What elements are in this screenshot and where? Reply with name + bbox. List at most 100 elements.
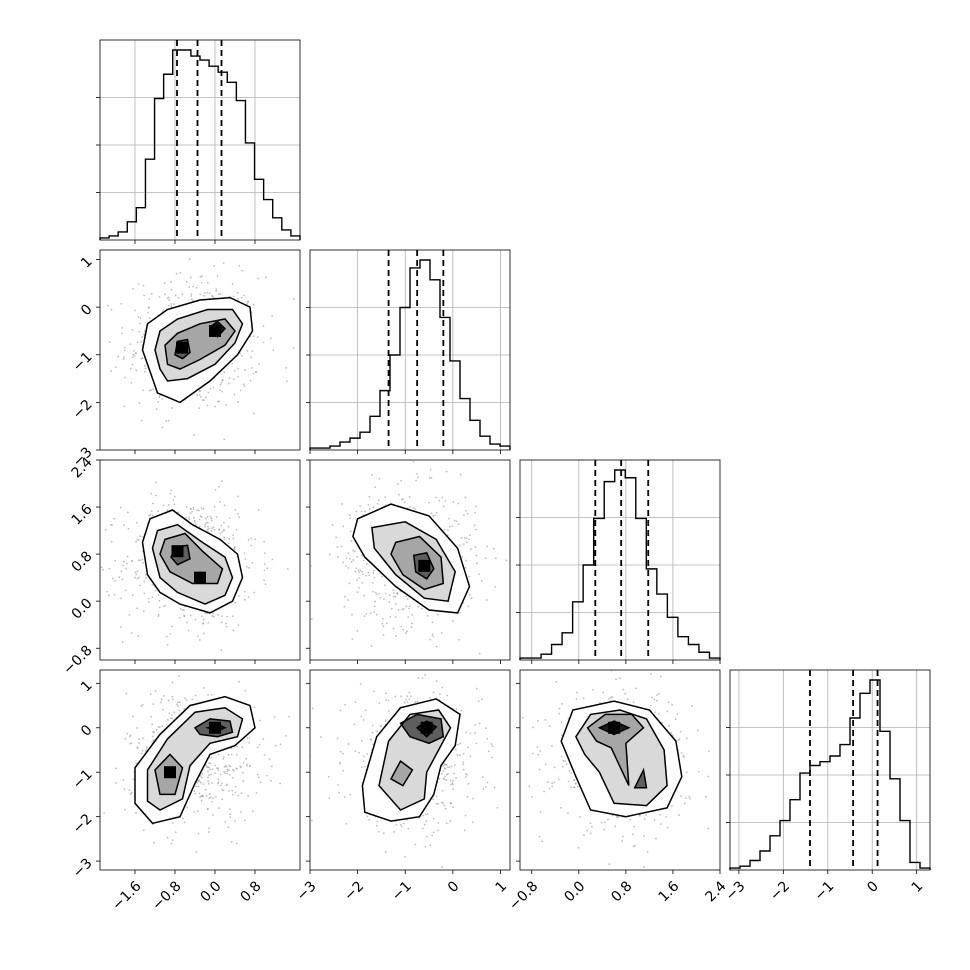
scatter-point bbox=[666, 710, 669, 713]
scatter-point bbox=[247, 301, 249, 304]
scatter-point bbox=[238, 516, 241, 519]
scatter-point bbox=[394, 695, 397, 698]
scatter-point bbox=[127, 527, 130, 530]
scatter-point bbox=[411, 614, 414, 616]
scatter-point bbox=[360, 510, 363, 513]
scatter-point bbox=[363, 755, 366, 758]
scatter-point bbox=[218, 528, 221, 531]
scatter-point bbox=[206, 281, 209, 284]
scatter-point bbox=[465, 559, 467, 562]
scatter-point bbox=[248, 737, 251, 739]
scatter-point bbox=[138, 330, 140, 333]
scatter-point bbox=[105, 590, 108, 593]
scatter-point bbox=[384, 584, 386, 587]
scatter-point bbox=[285, 366, 288, 369]
scatter-point bbox=[375, 824, 378, 827]
scatter-point bbox=[349, 530, 352, 533]
scatter-point bbox=[477, 573, 480, 575]
scatter-point bbox=[141, 535, 144, 538]
scatter-point bbox=[387, 699, 390, 702]
scatter-point bbox=[367, 503, 370, 506]
scatter-point bbox=[367, 571, 370, 574]
scatter-point bbox=[135, 540, 138, 543]
scatter-point bbox=[129, 343, 132, 346]
panel-frame bbox=[99, 669, 301, 871]
scatter-point bbox=[216, 767, 218, 770]
scatter-point bbox=[402, 628, 405, 631]
scatter-point bbox=[225, 622, 228, 625]
scatter-point bbox=[424, 664, 426, 666]
scatter-point bbox=[418, 817, 421, 820]
scatter-point bbox=[217, 753, 220, 756]
scatter-point bbox=[429, 638, 432, 641]
scatter-point bbox=[445, 470, 448, 473]
scatter-point bbox=[452, 788, 454, 791]
scatter-point bbox=[392, 589, 395, 592]
scatter-point bbox=[657, 713, 660, 716]
scatter-point bbox=[170, 489, 172, 492]
scatter-point bbox=[685, 771, 688, 774]
scatter-point bbox=[570, 772, 573, 774]
scatter-point bbox=[213, 528, 216, 531]
scatter-point bbox=[162, 605, 165, 608]
scatter-point bbox=[110, 540, 113, 543]
scatter-point bbox=[370, 645, 373, 647]
scatter-point bbox=[417, 476, 419, 479]
density-peak bbox=[420, 721, 433, 734]
scatter-point bbox=[115, 782, 117, 784]
scatter-point bbox=[200, 507, 203, 509]
scatter-point bbox=[212, 386, 215, 389]
scatter-point bbox=[198, 779, 201, 781]
scatter-point bbox=[231, 789, 234, 792]
scatter-point bbox=[190, 508, 192, 510]
scatter-point bbox=[196, 781, 199, 784]
contour-line bbox=[399, 713, 445, 745]
scatter-point bbox=[124, 808, 126, 811]
scatter-point bbox=[397, 483, 399, 486]
scatter-point bbox=[125, 692, 128, 695]
scatter-point bbox=[481, 776, 484, 778]
y-tick-label: 0 bbox=[78, 722, 96, 740]
scatter-point bbox=[225, 625, 228, 628]
scatter-point bbox=[475, 505, 477, 508]
scatter-point bbox=[414, 700, 417, 703]
scatter-point bbox=[206, 612, 209, 615]
scatter-point bbox=[226, 772, 228, 775]
scatter-point bbox=[186, 806, 189, 809]
scatter-point bbox=[455, 520, 458, 523]
scatter-point bbox=[258, 744, 261, 746]
scatter-point bbox=[432, 635, 435, 638]
scatter-point bbox=[184, 697, 186, 700]
scatter-point bbox=[232, 295, 235, 298]
scatter-point bbox=[234, 601, 237, 604]
scatter-point bbox=[351, 613, 353, 616]
scatter-point bbox=[222, 757, 225, 760]
scatter-point bbox=[157, 510, 160, 513]
scatter-point bbox=[263, 754, 266, 756]
scatter-point bbox=[435, 680, 438, 683]
scatter-point bbox=[216, 661, 218, 663]
scatter-point bbox=[150, 715, 152, 718]
scatter-point bbox=[551, 782, 554, 785]
scatter-point bbox=[426, 614, 429, 617]
scatter-point bbox=[142, 737, 144, 740]
scatter-point bbox=[564, 760, 567, 762]
scatter-point bbox=[340, 545, 343, 548]
scatter-point bbox=[444, 500, 447, 502]
scatter-point bbox=[229, 813, 231, 816]
scatter-point bbox=[454, 764, 456, 766]
scatter-point bbox=[210, 756, 213, 759]
scatter-point bbox=[208, 793, 211, 795]
scatter-point bbox=[221, 379, 224, 382]
scatter-point bbox=[417, 677, 420, 679]
scatter-point bbox=[122, 564, 124, 567]
scatter-point bbox=[186, 621, 188, 624]
scatter-point bbox=[141, 482, 143, 484]
scatter-point bbox=[194, 618, 197, 621]
scatter-point bbox=[220, 649, 223, 652]
scatter-point bbox=[252, 372, 255, 375]
scatter-point bbox=[175, 272, 178, 275]
scatter-point bbox=[192, 506, 195, 509]
scatter-point bbox=[285, 734, 287, 737]
scatter-point bbox=[468, 575, 471, 578]
